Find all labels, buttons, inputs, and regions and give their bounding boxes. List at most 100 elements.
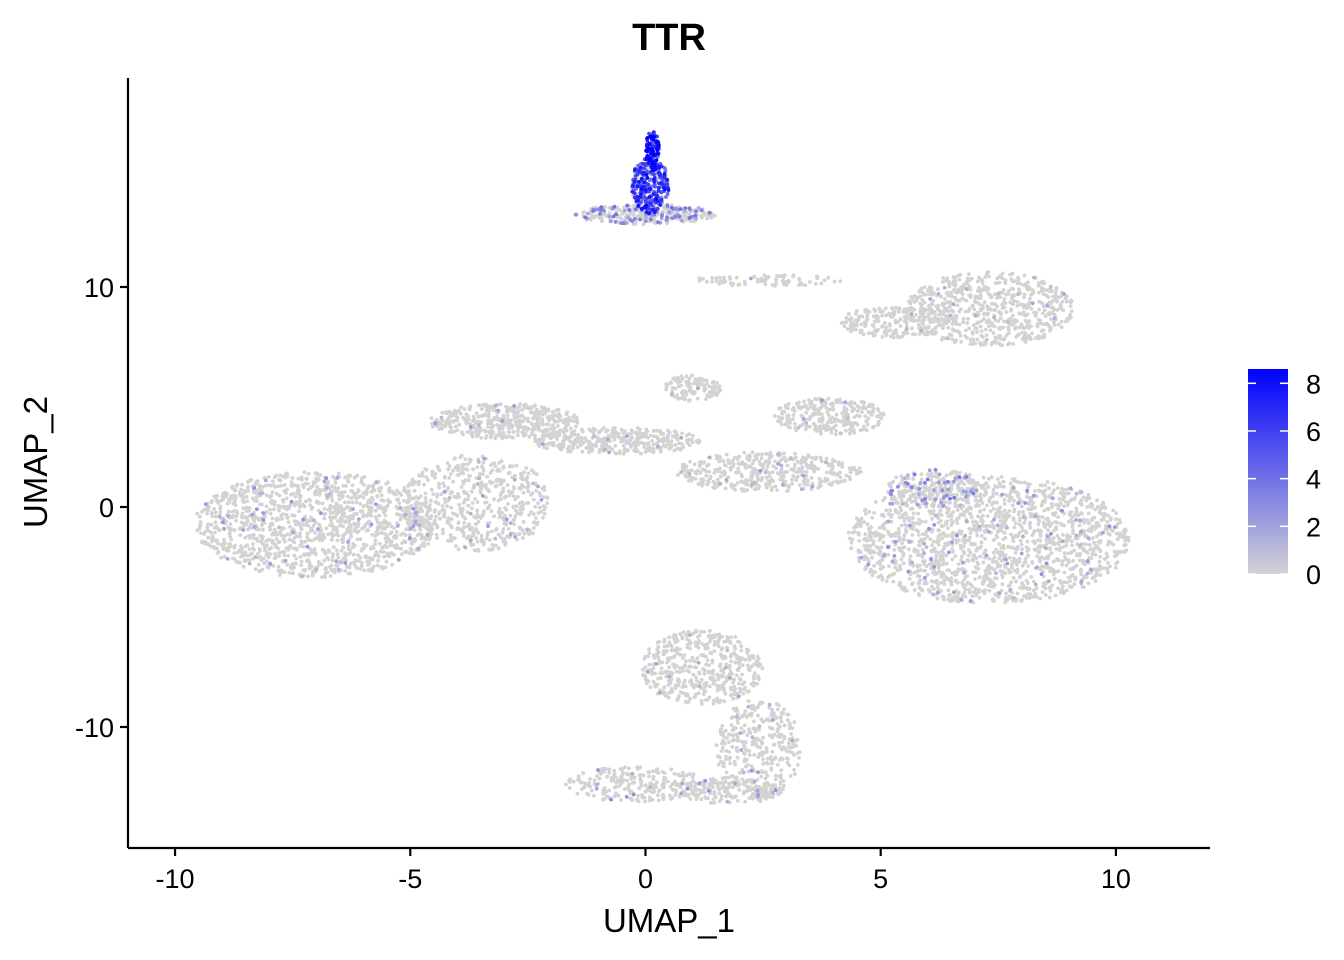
cell-point (1044, 555, 1049, 560)
cell-point (537, 415, 541, 420)
cell-point (575, 438, 579, 443)
cell-point (743, 488, 747, 493)
cell-point (849, 546, 853, 551)
cell-point (847, 421, 851, 426)
cell-point (1064, 563, 1069, 568)
cell-point (408, 482, 413, 487)
cell-point (1004, 595, 1009, 600)
cell-point (1015, 591, 1020, 596)
cell-point (436, 501, 441, 506)
cell-point (408, 546, 413, 551)
cell-point (1038, 565, 1043, 570)
cell-point (361, 514, 365, 519)
cell-point (247, 525, 252, 530)
cell-point (1081, 495, 1086, 500)
cell-point (767, 460, 772, 465)
cell-point (538, 493, 543, 498)
cell-point (943, 541, 948, 546)
cell-point (1015, 534, 1020, 539)
cell-point (507, 464, 512, 469)
cell-point (390, 562, 395, 567)
cell-point (817, 406, 822, 411)
cell-point (486, 422, 490, 426)
cell-point (480, 407, 484, 411)
cell-point (530, 468, 534, 473)
cell-point (355, 537, 360, 542)
cell-point (398, 517, 403, 522)
cell-point (309, 515, 313, 520)
cell-point (1057, 540, 1061, 545)
cell-point (1057, 548, 1062, 553)
cell-point (680, 442, 684, 446)
cell-point (836, 472, 840, 476)
cell-point (918, 586, 923, 591)
cell-point (893, 565, 898, 570)
cell-point (254, 495, 259, 499)
cell-point (646, 441, 651, 445)
cell-point (955, 538, 959, 543)
cell-point (770, 470, 775, 475)
cell-point (436, 512, 441, 516)
cell-point (936, 534, 941, 539)
cell-point (316, 536, 321, 541)
cell-point (320, 547, 325, 552)
cell-point (420, 470, 425, 475)
cell-point (209, 530, 213, 535)
cell-point (1117, 534, 1122, 539)
cell-point (695, 396, 700, 401)
cell-point (1070, 524, 1075, 529)
cell-point (749, 474, 753, 479)
cell-point (261, 527, 265, 532)
cell-point (330, 484, 335, 488)
cell-point (413, 538, 418, 543)
cell-point (233, 488, 237, 493)
cell-point (681, 388, 686, 393)
cell-point (1104, 551, 1109, 556)
cell-point (1034, 494, 1039, 499)
cell-point (555, 437, 559, 442)
cell-point (1084, 542, 1088, 547)
cell-point (967, 588, 972, 592)
cell-point (345, 565, 350, 569)
cell-point (210, 514, 215, 518)
cell-point (692, 462, 697, 467)
cell-point (970, 557, 975, 562)
cell-point (530, 405, 534, 410)
cell-point (672, 448, 677, 453)
cell-point (424, 475, 429, 479)
cell-point (546, 428, 550, 432)
cell-point (292, 565, 296, 570)
cell-point (350, 500, 355, 505)
cell-point (244, 505, 249, 510)
cell-point (426, 542, 431, 546)
cell-point (999, 528, 1003, 533)
cell-point (423, 496, 428, 500)
cell-point (534, 516, 538, 520)
cell-point (521, 490, 526, 495)
cell-point (435, 536, 440, 540)
cell-point (210, 539, 214, 544)
cell-point (292, 546, 297, 551)
cell-point (426, 478, 430, 482)
cell-point (1071, 558, 1075, 563)
cell-point (1066, 575, 1071, 580)
cell-point (981, 475, 986, 480)
cell-point (298, 525, 303, 530)
cell-point (1022, 521, 1027, 525)
cell-point (443, 500, 448, 505)
cell-point (438, 422, 443, 426)
cell-point (484, 500, 488, 505)
cell-point (1050, 539, 1054, 544)
cell-point (380, 546, 385, 550)
cell-point (563, 433, 567, 438)
cell-point (505, 413, 510, 418)
cell-point (326, 479, 331, 484)
cell-point (232, 494, 237, 499)
cell-point (240, 498, 245, 503)
cell-point (1050, 511, 1055, 516)
cell-point (955, 508, 960, 513)
cell-point (259, 558, 264, 563)
cell-point (474, 411, 479, 416)
cell-point (736, 470, 740, 475)
cell-point (1019, 542, 1024, 547)
